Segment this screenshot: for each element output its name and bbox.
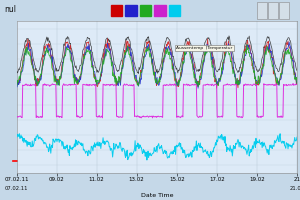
Bar — [154, 5, 166, 16]
Text: Aussentemp  |Temperatur: Aussentemp |Temperatur — [176, 46, 232, 50]
Bar — [257, 2, 267, 19]
Bar — [125, 5, 137, 16]
Bar — [169, 5, 180, 16]
X-axis label: Date Time: Date Time — [140, 193, 173, 198]
Text: 07.02.11: 07.02.11 — [5, 186, 28, 191]
Bar — [268, 2, 278, 19]
Bar — [140, 5, 151, 16]
Bar — [111, 5, 122, 16]
Bar — [279, 2, 289, 19]
Text: nul: nul — [4, 5, 16, 14]
Text: 21.02: 21.02 — [290, 186, 300, 191]
